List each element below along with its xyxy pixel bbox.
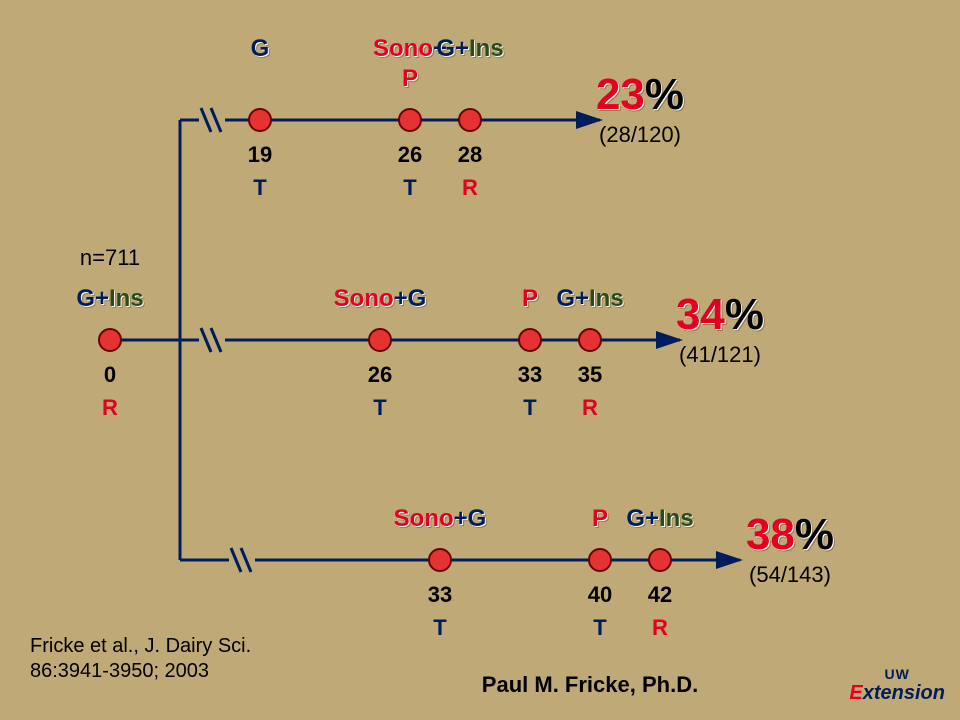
- percent-value: 23%: [596, 70, 684, 120]
- node-top-label: G+Ins: [626, 505, 693, 533]
- day-number: 42: [648, 582, 672, 608]
- day-number: 33: [428, 582, 452, 608]
- day-number: 19: [248, 142, 272, 168]
- percent-value: 38%: [746, 510, 834, 560]
- p-label: P: [592, 505, 608, 533]
- bottom-letter: T: [253, 175, 266, 201]
- diagram-svg: [0, 0, 960, 720]
- bottom-letter: R: [582, 395, 598, 421]
- node-top-label: G+Ins: [556, 285, 623, 313]
- node-top-label: G+Ins: [436, 35, 503, 63]
- slide-canvas: 23%(28/120)G19TSono+P26TG+Ins28R34%(41/1…: [0, 0, 960, 720]
- fraction-value: (41/121): [679, 342, 761, 368]
- percent-value: 34%: [676, 290, 764, 340]
- node-top-label: Sono+G: [334, 285, 427, 313]
- bottom-letter: R: [462, 175, 478, 201]
- day-number: 26: [398, 142, 422, 168]
- author-name: Paul M. Fricke, Ph.D.: [482, 672, 698, 698]
- bottom-letter: R: [102, 395, 118, 421]
- label-gins: G+Ins: [76, 285, 143, 313]
- day-number: 33: [518, 362, 542, 388]
- citation-line1: Fricke et al., J. Dairy Sci.: [30, 635, 251, 658]
- uw-extension-logo: UWExtension: [849, 666, 945, 705]
- n-label: n=711: [80, 245, 140, 271]
- p-label: P: [402, 65, 418, 93]
- day-number: 0: [104, 362, 116, 388]
- bottom-letter: T: [373, 395, 386, 421]
- day-number: 26: [368, 362, 392, 388]
- fraction-value: (54/143): [749, 562, 831, 588]
- node-top-label: G: [251, 35, 270, 63]
- bottom-letter: R: [652, 615, 668, 641]
- day-number: 35: [578, 362, 602, 388]
- bottom-letter: T: [523, 395, 536, 421]
- citation-line2: 86:3941-3950; 2003: [30, 660, 209, 683]
- day-number: 40: [588, 582, 612, 608]
- p-label: P: [522, 285, 538, 313]
- node-top-label: Sono+G: [394, 505, 487, 533]
- fraction-value: (28/120): [599, 122, 681, 148]
- bottom-letter: T: [593, 615, 606, 641]
- day-number: 28: [458, 142, 482, 168]
- bottom-letter: T: [403, 175, 416, 201]
- bottom-letter: T: [433, 615, 446, 641]
